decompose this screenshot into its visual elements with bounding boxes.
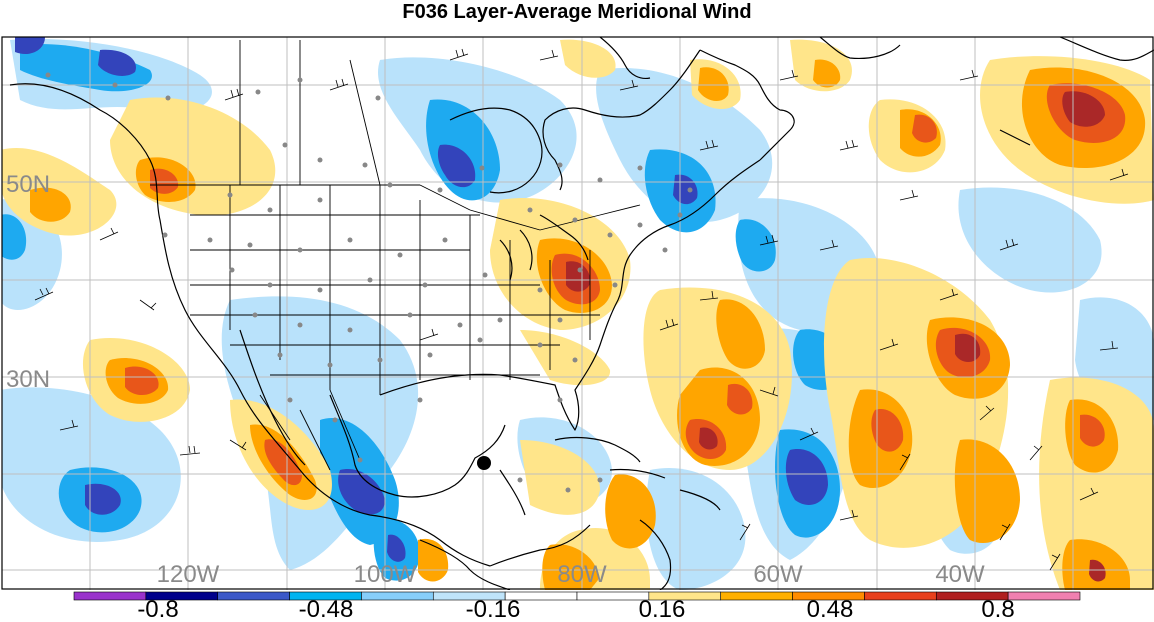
colorbar-swatch [576, 591, 650, 601]
colorbar-swatch [864, 591, 937, 601]
colorbar-swatch [1007, 591, 1081, 601]
lat-label-30n: 30N [6, 366, 50, 393]
colorbar-swatch [432, 591, 506, 601]
colorbar-label-neg-0-8: -0.8 [137, 596, 178, 622]
colorbar-label-0-16: 0.16 [639, 596, 686, 622]
station-dots [45, 72, 693, 493]
colorbar-swatch [217, 591, 290, 601]
coastlines [9, 37, 1154, 590]
tropical-cyclone-marker [477, 456, 491, 470]
lat-lon-grid [2, 37, 1154, 590]
meridional-wind-map: 50N 30N 120W 100W 80W 60W 40W [1, 36, 1154, 590]
colorbar-label-neg-0-16: -0.16 [466, 596, 521, 622]
map-title: F036 Layer-Average Meridional Wind [402, 1, 752, 23]
colorbar-swatch [720, 591, 793, 601]
colorbar-swatch [648, 591, 722, 601]
colorbar-swatch [289, 591, 362, 601]
map-frame [1, 36, 1154, 590]
colorbar-swatch [504, 591, 578, 601]
wind-barbs [34, 48, 1129, 571]
lon-label-120w: 120W [157, 561, 220, 588]
colorbar-swatch [792, 591, 865, 601]
colorbar-swatch [361, 591, 434, 601]
lon-label-100w: 100W [354, 561, 417, 588]
colorbar-swatch [145, 591, 219, 601]
colorbar-label-0-8: 0.8 [981, 596, 1014, 622]
colorbar-swatches [73, 591, 1081, 601]
lon-label-40w: 40W [935, 561, 985, 588]
colorbar-label-0-48: 0.48 [807, 596, 854, 622]
lat-label-50n: 50N [6, 171, 50, 198]
colorbar-swatch [73, 591, 147, 601]
political-borders [150, 40, 641, 471]
lon-label-80w: 80W [557, 561, 607, 588]
colorbar-label-neg-0-48: -0.48 [299, 596, 354, 622]
lon-label-60w: 60W [753, 561, 803, 588]
colorbar-swatch [935, 591, 1009, 601]
